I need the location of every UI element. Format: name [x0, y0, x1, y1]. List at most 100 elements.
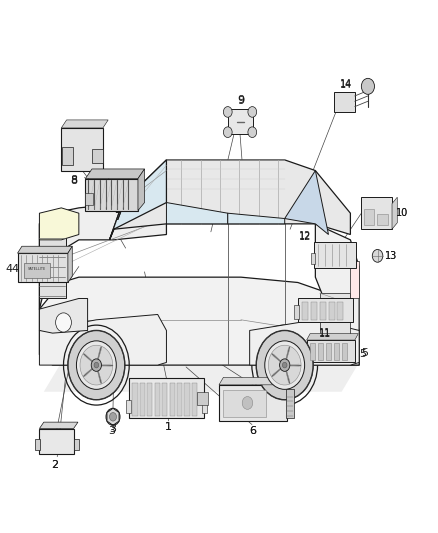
Polygon shape	[68, 246, 72, 282]
Polygon shape	[39, 208, 79, 240]
Bar	[192, 383, 197, 416]
Bar	[228, 109, 253, 134]
Circle shape	[223, 107, 232, 117]
Text: 3: 3	[110, 424, 117, 434]
Bar	[61, 128, 103, 171]
Bar	[377, 214, 388, 225]
Bar	[334, 92, 355, 112]
Circle shape	[256, 330, 313, 400]
Text: 2: 2	[51, 460, 58, 470]
Bar	[147, 383, 152, 416]
Circle shape	[265, 341, 304, 389]
Text: 10: 10	[396, 208, 409, 218]
Text: 7: 7	[114, 213, 121, 222]
Bar	[320, 293, 350, 346]
Bar	[140, 383, 145, 416]
Circle shape	[248, 127, 257, 138]
Text: 8: 8	[70, 176, 77, 186]
Bar	[219, 385, 287, 421]
Circle shape	[268, 345, 301, 385]
Circle shape	[106, 408, 120, 425]
Bar	[223, 390, 266, 417]
Bar	[350, 261, 359, 298]
Bar	[170, 383, 175, 416]
Bar	[126, 400, 131, 413]
Circle shape	[76, 341, 117, 389]
Bar	[328, 302, 335, 320]
Text: 7: 7	[114, 213, 121, 222]
Text: 13: 13	[385, 251, 398, 261]
Polygon shape	[315, 224, 359, 365]
Bar	[74, 439, 79, 450]
Bar	[307, 340, 355, 362]
Circle shape	[361, 78, 374, 94]
Text: 5: 5	[361, 349, 368, 358]
Polygon shape	[44, 362, 359, 392]
Polygon shape	[39, 314, 166, 365]
Bar	[318, 343, 323, 360]
Polygon shape	[307, 334, 358, 340]
Bar	[92, 149, 103, 163]
Polygon shape	[392, 197, 397, 229]
Bar	[85, 179, 138, 211]
Bar	[129, 378, 204, 418]
Polygon shape	[110, 160, 350, 240]
Circle shape	[80, 345, 113, 385]
Bar	[184, 383, 190, 416]
Circle shape	[279, 359, 290, 372]
Bar	[337, 302, 343, 320]
Text: 11: 11	[319, 328, 331, 337]
Polygon shape	[85, 169, 145, 179]
Text: 5: 5	[359, 350, 366, 359]
Polygon shape	[39, 298, 88, 333]
Text: 11: 11	[319, 329, 331, 338]
Bar	[311, 302, 317, 320]
Bar	[311, 253, 315, 264]
Polygon shape	[166, 203, 228, 224]
Polygon shape	[138, 169, 145, 211]
Polygon shape	[18, 246, 72, 253]
Polygon shape	[250, 320, 359, 365]
Bar	[310, 343, 315, 360]
Bar	[62, 147, 73, 165]
Bar	[202, 400, 207, 413]
Bar	[39, 224, 66, 298]
Polygon shape	[228, 213, 285, 224]
Bar	[35, 439, 40, 450]
Text: 6: 6	[250, 426, 257, 435]
Bar	[302, 302, 308, 320]
Bar	[320, 302, 326, 320]
Polygon shape	[61, 120, 108, 128]
Circle shape	[248, 107, 257, 117]
Text: 4: 4	[11, 264, 18, 274]
Circle shape	[242, 397, 253, 409]
Bar	[177, 383, 182, 416]
Bar	[85, 193, 93, 205]
Text: 12: 12	[299, 231, 311, 240]
Text: 14: 14	[340, 79, 352, 88]
Bar	[132, 383, 138, 416]
Circle shape	[94, 362, 99, 368]
Text: 6: 6	[250, 426, 257, 435]
Polygon shape	[39, 422, 78, 429]
Polygon shape	[219, 377, 299, 385]
Text: 13: 13	[385, 251, 398, 261]
Bar	[294, 305, 299, 319]
Circle shape	[372, 249, 383, 262]
Text: 1: 1	[165, 423, 172, 432]
Text: 2: 2	[51, 460, 58, 470]
Bar	[298, 298, 353, 322]
Text: 4: 4	[5, 264, 12, 274]
Circle shape	[91, 359, 102, 372]
Circle shape	[110, 413, 117, 421]
Bar	[39, 429, 74, 454]
Circle shape	[223, 127, 232, 138]
Bar	[286, 389, 294, 418]
Bar	[326, 343, 331, 360]
Circle shape	[56, 313, 71, 332]
Text: 9: 9	[237, 95, 244, 105]
Bar	[155, 383, 160, 416]
Text: 9: 9	[237, 96, 244, 106]
Bar	[197, 392, 208, 405]
Text: 1: 1	[165, 423, 172, 432]
